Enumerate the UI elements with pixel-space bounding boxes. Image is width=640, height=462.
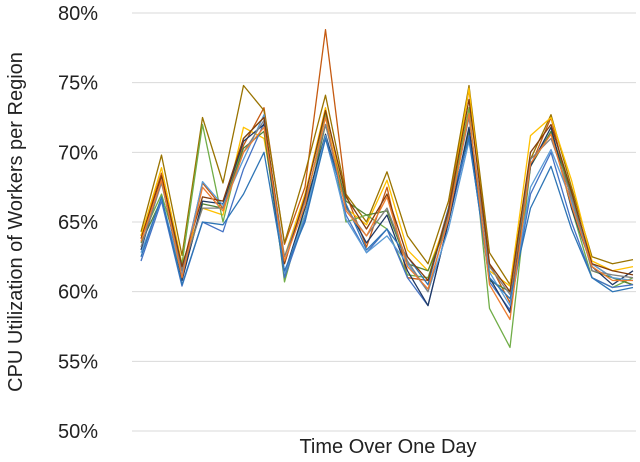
- series-line-11: [140, 98, 634, 293]
- series-line-3: [140, 87, 634, 287]
- y-axis-title: CPU Utilization of Workers per Region: [5, 52, 27, 392]
- y-tick-label: 60%: [58, 282, 98, 304]
- series-line-12: [140, 112, 633, 321]
- y-tick-label: 75%: [58, 73, 98, 95]
- series-line-8: [140, 114, 634, 307]
- y-tick-label: 50%: [58, 421, 98, 443]
- y-axis-tick-labels: 50% 55% 60% 65% 70% 75% 80%: [58, 3, 98, 443]
- series-line-9: [140, 137, 634, 300]
- series-line-10: [140, 116, 634, 296]
- gridlines: [132, 12, 636, 432]
- series-lines: [140, 29, 634, 349]
- series-line-2: [140, 84, 634, 286]
- y-tick-label: 70%: [58, 142, 98, 164]
- y-tick-label: 55%: [58, 351, 98, 373]
- series-line-1: [140, 29, 634, 304]
- x-axis-title: Time Over One Day: [299, 436, 476, 458]
- y-tick-label: 65%: [58, 212, 98, 234]
- y-tick-label: 80%: [58, 3, 98, 25]
